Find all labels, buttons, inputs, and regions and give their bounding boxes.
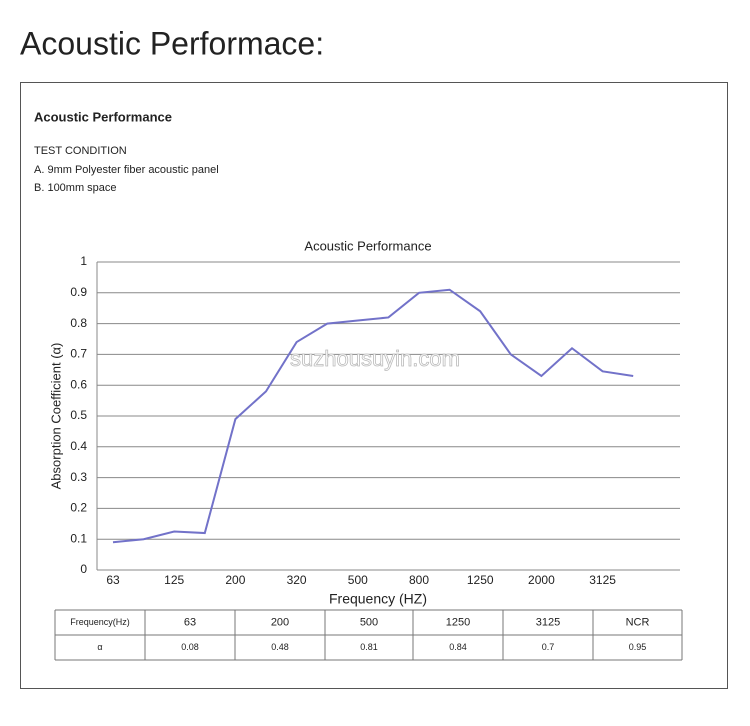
y-tick-label: 0 — [80, 562, 87, 576]
table-cell: 1250 — [446, 616, 470, 628]
table-cell: 0.81 — [360, 642, 378, 652]
chart-title: Acoustic Performance — [304, 238, 431, 253]
x-tick-label: 1250 — [467, 573, 494, 587]
watermark: suzhousuyin.com — [290, 346, 460, 371]
doc-line: A. 9mm Polyester fiber acoustic panel — [34, 164, 219, 176]
y-tick-label: 0.3 — [70, 470, 87, 484]
table-cell: α — [97, 642, 102, 652]
table-cell: 0.84 — [449, 642, 467, 652]
table-cell: 0.48 — [271, 642, 289, 652]
x-tick-label: 320 — [287, 573, 307, 587]
line — [112, 288, 634, 544]
x-axis-label: Frequency (HZ) — [329, 591, 427, 607]
y-tick-label: 0.8 — [70, 316, 87, 330]
table-cell: 0.95 — [629, 642, 647, 652]
x-tick-label: 125 — [164, 573, 184, 587]
table-cell: 0.7 — [542, 642, 555, 652]
x-tick-label: 2000 — [528, 573, 555, 587]
x-tick-label: 200 — [225, 573, 245, 587]
heading: Acoustic Performace: — [20, 25, 324, 61]
y-tick-label: 0.5 — [70, 408, 87, 422]
x-tick-label: 800 — [409, 573, 429, 587]
y-tick-label: 0.4 — [70, 439, 87, 453]
x-tick-label: 3125 — [589, 573, 616, 587]
doc-title: Acoustic Performance — [34, 109, 172, 124]
y-tick-label: 0.6 — [70, 377, 87, 391]
y-tick-label: 0.7 — [70, 347, 87, 361]
y-tick-label: 0.1 — [70, 531, 87, 545]
y-tick-label: 0.2 — [70, 501, 87, 515]
x-tick-label: 63 — [106, 573, 120, 587]
panel — [20, 82, 728, 689]
table-cell: 500 — [360, 616, 378, 628]
table-cell: 200 — [271, 616, 289, 628]
doc-line: B. 100mm space — [34, 182, 117, 194]
y-tick-label: 0.9 — [70, 285, 87, 299]
table-cell: 63 — [184, 616, 196, 628]
y-tick-label: 1 — [80, 254, 87, 268]
x-tick-label: 500 — [348, 573, 368, 587]
table-cell: 3125 — [536, 616, 560, 628]
table-cell: NCR — [626, 616, 650, 628]
table-cell: 0.08 — [181, 642, 199, 652]
table-cell: Frequency(Hz) — [70, 617, 130, 627]
y-axis-label: Absorption Coefficient (α) — [48, 343, 63, 490]
doc-line: TEST CONDITION — [34, 145, 127, 157]
